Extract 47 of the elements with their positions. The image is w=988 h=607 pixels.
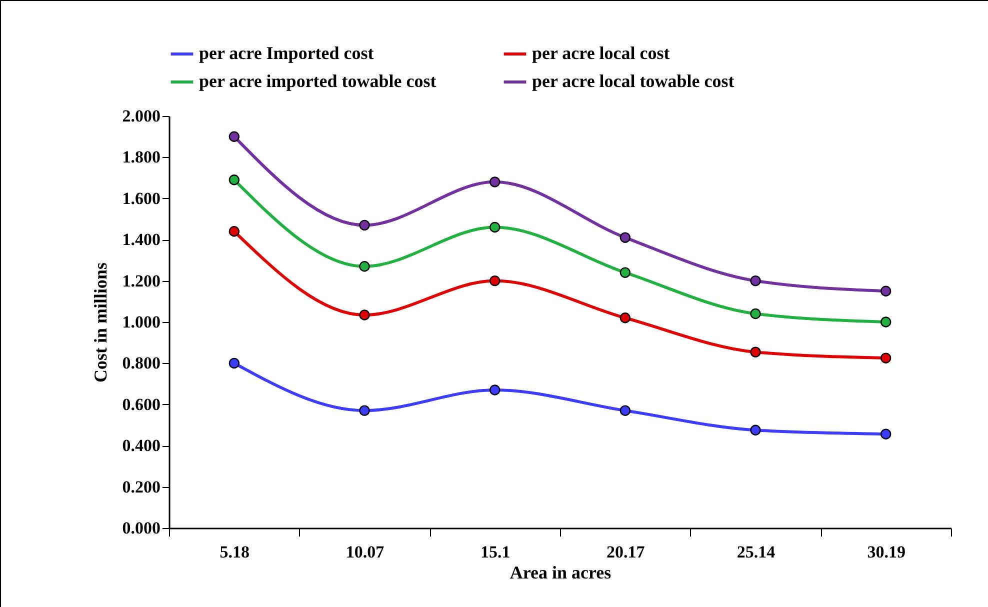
point <box>750 308 761 320</box>
point <box>750 346 761 358</box>
y-tick-label: 2.000 <box>122 106 160 126</box>
point <box>359 261 370 272</box>
y-tick-label: 0.400 <box>122 436 160 456</box>
point <box>489 176 500 188</box>
y-tick-label: 0.800 <box>122 354 160 373</box>
point <box>228 226 240 237</box>
x-tick-label: 25.14 <box>736 542 776 562</box>
y-tick-label: 1.400 <box>122 230 160 250</box>
y-axis-title: Cost in millions <box>90 262 110 383</box>
point <box>228 358 240 369</box>
point <box>750 424 761 436</box>
point <box>620 267 631 278</box>
legend-label: per acre local towable cost <box>532 71 734 91</box>
point <box>359 220 370 231</box>
y-tick-label: 1.800 <box>122 148 160 167</box>
point <box>359 310 370 320</box>
point <box>620 312 631 324</box>
point <box>489 222 500 233</box>
point <box>620 232 631 243</box>
y-tick-label: 0.200 <box>122 477 160 496</box>
y-tick-label: 0.000 <box>122 518 160 538</box>
x-tick-label: 20.17 <box>606 542 646 562</box>
y-tick-label: 0.600 <box>122 394 160 414</box>
point <box>359 405 370 416</box>
point <box>880 352 892 364</box>
point <box>620 405 631 416</box>
x-axis-title: Area in acres <box>510 562 612 582</box>
point <box>228 174 240 186</box>
point <box>880 428 892 440</box>
legend-label: per acre Imported cost <box>199 43 374 63</box>
point <box>489 384 500 396</box>
point <box>228 131 240 142</box>
x-tick-label: 30.19 <box>867 542 906 562</box>
x-tick-label: 5.18 <box>220 542 250 562</box>
x-tick-label: 10.07 <box>346 542 385 562</box>
point <box>880 316 892 328</box>
x-tick-label: 15.1 <box>480 542 510 562</box>
y-tick-label: 1.200 <box>122 271 160 290</box>
legend-label: per acre local cost <box>532 43 670 63</box>
y-tick-label: 1.000 <box>122 312 160 332</box>
point <box>880 286 892 296</box>
legend-label: per acre imported towable cost <box>199 71 436 91</box>
y-tick-label: 1.600 <box>122 188 160 208</box>
point <box>489 275 500 286</box>
point <box>750 275 761 286</box>
